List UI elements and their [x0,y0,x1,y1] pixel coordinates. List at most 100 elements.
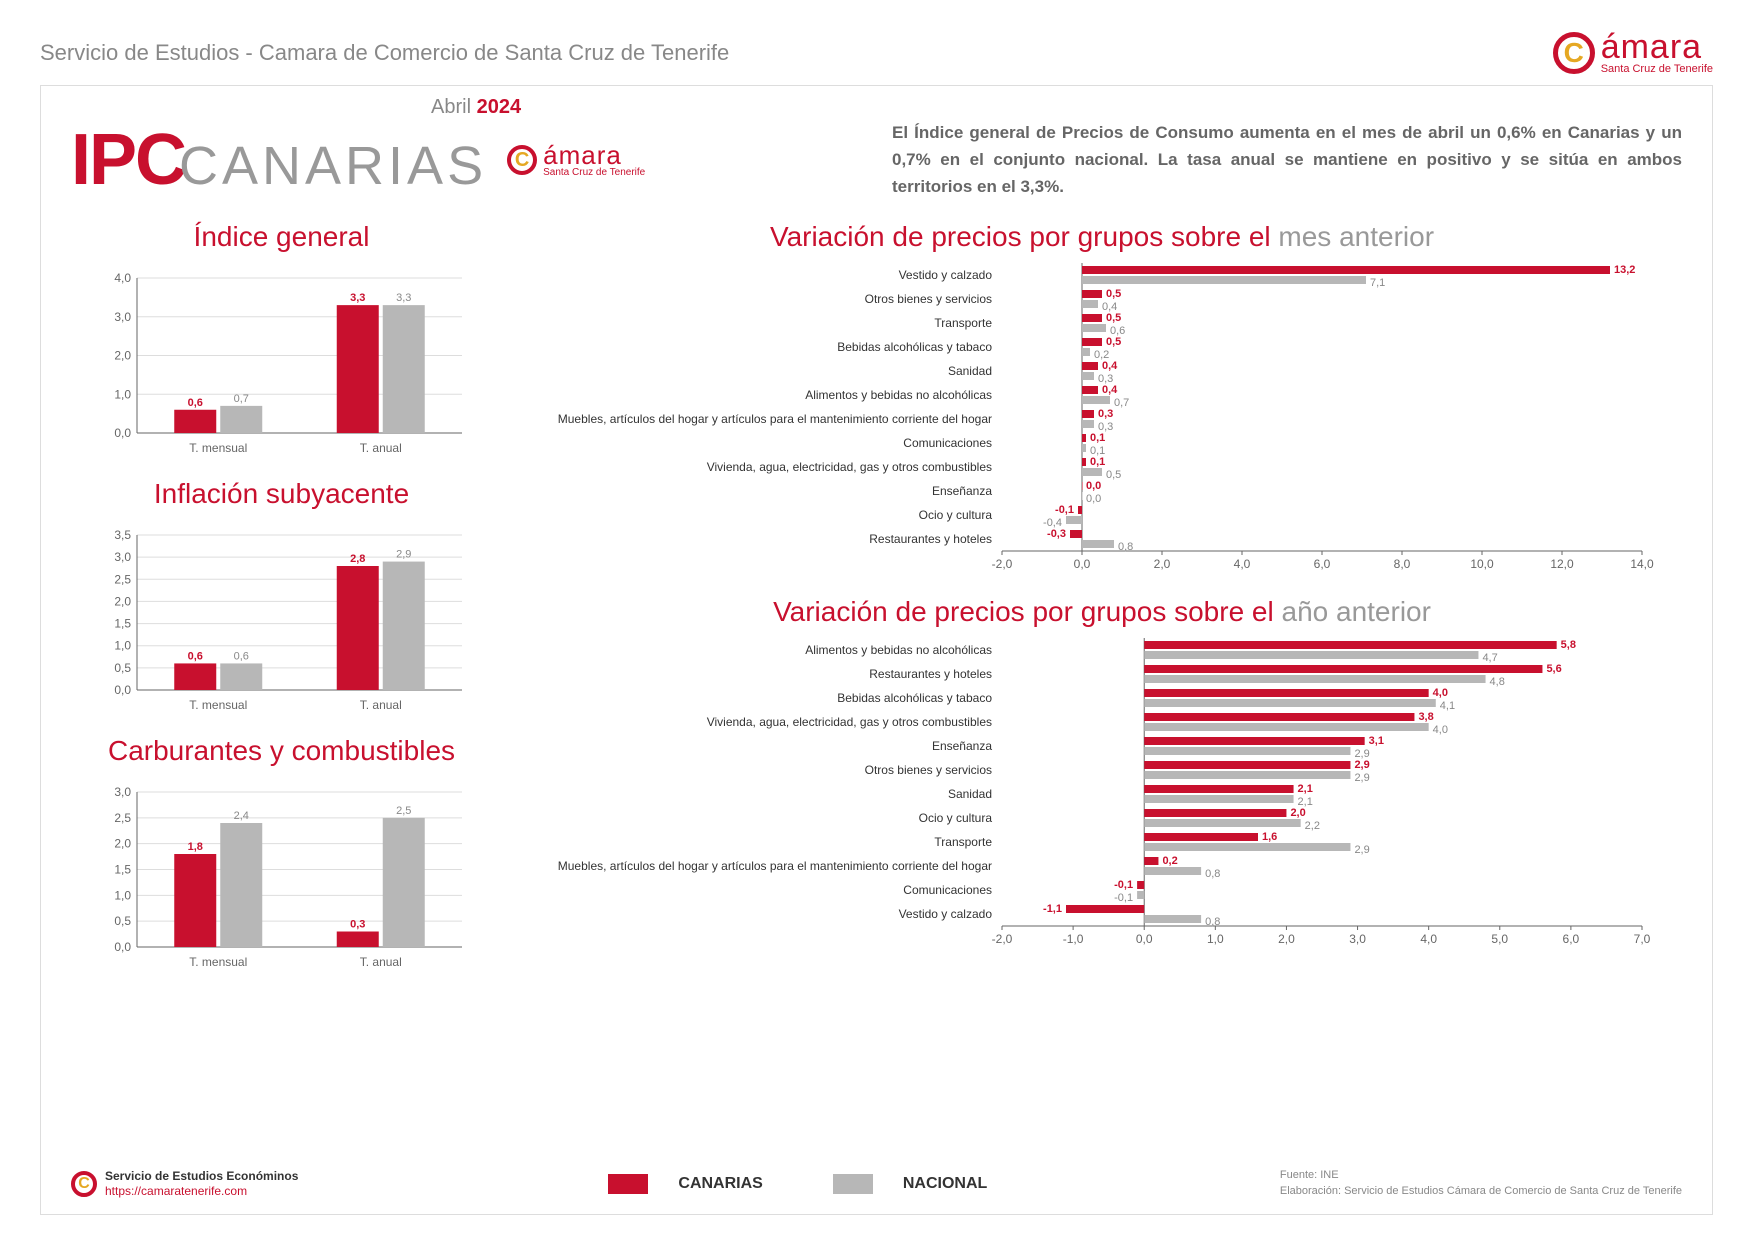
svg-text:3,0: 3,0 [114,310,131,324]
date-month: Abril [431,96,471,118]
logo-mark: C [1553,32,1595,74]
svg-text:Otros bienes y servicios: Otros bienes y servicios [865,763,992,777]
svg-text:1,5: 1,5 [114,863,131,877]
svg-text:Muebles, artículos del hogar y: Muebles, artículos del hogar y artículos… [558,859,992,873]
ipc-ip: IP [71,119,135,201]
svg-text:0,0: 0,0 [1086,480,1101,492]
hbar-nacional [1144,795,1293,803]
date-year: 2024 [477,96,522,118]
svg-text:T. anual: T. anual [359,955,401,969]
hbar-nacional [1082,540,1114,548]
svg-text:1,0: 1,0 [114,387,131,401]
svg-text:0,8: 0,8 [1118,541,1133,553]
bar-canarias [174,663,216,690]
svg-text:-0,1: -0,1 [1114,892,1133,904]
svg-text:2,1: 2,1 [1298,783,1313,795]
hbar-nacional [1144,699,1436,707]
svg-text:2,4: 2,4 [233,810,248,822]
hbar-nacional [1144,747,1350,755]
small-chart-title: Índice general [71,221,492,253]
svg-text:0,5: 0,5 [114,661,131,675]
svg-text:Enseñanza: Enseñanza [932,484,992,498]
svg-text:0,0: 0,0 [114,940,131,954]
hbar-canarias [1144,785,1293,793]
svg-text:Restaurantes y hoteles: Restaurantes y hoteles [869,667,992,681]
svg-text:2,0: 2,0 [1290,807,1305,819]
svg-text:0,6: 0,6 [187,397,202,409]
source-elab: Elaboración: Servicio de Estudios Cámara… [1280,1184,1682,1199]
svg-text:3,1: 3,1 [1369,735,1384,747]
small-chart-title: Inflación subyacente [71,478,492,510]
bar-canarias [174,410,216,433]
hbar-title: Variación de precios por grupos sobre el… [522,221,1682,253]
svg-text:0,5: 0,5 [1106,312,1121,324]
bar-nacional [382,305,424,433]
svg-text:0,8: 0,8 [1205,916,1220,928]
svg-text:T. anual: T. anual [359,441,401,455]
svg-text:7,0: 7,0 [1634,932,1651,946]
camara-logo: C ámara Santa Cruz de Tenerife [1553,30,1713,75]
hbar-canarias [1082,386,1098,394]
svg-text:4,0: 4,0 [1234,557,1251,571]
svg-text:0,8: 0,8 [1205,868,1220,880]
svg-text:2,0: 2,0 [114,594,131,608]
svg-text:0,0: 0,0 [114,683,131,697]
svg-text:-2,0: -2,0 [992,557,1013,571]
hbar-canarias [1082,482,1083,490]
svg-text:-2,0: -2,0 [992,932,1013,946]
svg-text:0,5: 0,5 [1106,288,1121,300]
svg-text:Transporte: Transporte [934,835,992,849]
svg-text:2,8: 2,8 [350,553,365,565]
hbar-canarias [1078,506,1082,514]
hbar-canarias [1144,713,1414,721]
svg-text:7,1: 7,1 [1370,277,1385,289]
hbar-nacional [1144,771,1350,779]
svg-text:8,0: 8,0 [1394,557,1411,571]
svg-text:3,5: 3,5 [114,528,131,542]
header-title: Servicio de Estudios - Camara de Comerci… [40,40,729,66]
svg-text:0,0: 0,0 [1136,932,1153,946]
svg-text:-1,0: -1,0 [1063,932,1084,946]
hbar-canarias [1144,737,1364,745]
svg-text:2,0: 2,0 [114,349,131,363]
svg-text:1,0: 1,0 [114,639,131,653]
date-block: Abril 2024 [431,96,1682,119]
svg-text:Sanidad: Sanidad [948,364,992,378]
hbar-chart: -2,00,02,04,06,08,010,012,014,0Vestido y… [522,258,1682,576]
svg-text:T. mensual: T. mensual [189,955,247,969]
svg-text:0,1: 0,1 [1090,456,1105,468]
svg-text:4,8: 4,8 [1490,676,1505,688]
svg-text:1,6: 1,6 [1262,831,1277,843]
hbar-canarias [1144,641,1556,649]
svg-text:12,0: 12,0 [1550,557,1574,571]
svg-text:Restaurantes y hoteles: Restaurantes y hoteles [869,532,992,546]
bar-nacional [220,406,262,433]
small-chart: 0,01,02,03,04,0T. mensual0,60,7T. anual3… [92,258,472,458]
svg-text:4,1: 4,1 [1440,700,1455,712]
svg-text:Bebidas alcohólicas y tabaco: Bebidas alcohólicas y tabaco [837,691,992,705]
hbar-canarias [1144,665,1542,673]
hbar-canarias [1082,266,1610,274]
small-chart: 0,00,51,01,52,02,53,0T. mensual1,82,4T. … [92,772,472,972]
svg-text:T. mensual: T. mensual [189,698,247,712]
hbar-canarias [1070,530,1082,538]
main-panel: Abril 2024 IP C CANARIAS C ámara Santa C… [40,85,1713,1215]
hbar-nacional [1144,675,1485,683]
svg-text:3,3: 3,3 [396,292,411,304]
svg-text:0,0: 0,0 [1074,557,1091,571]
svg-text:0,4: 0,4 [1102,384,1118,396]
hbar-nacional [1082,420,1094,428]
svg-text:0,5: 0,5 [114,914,131,928]
svg-text:14,0: 14,0 [1630,557,1654,571]
svg-text:Alimentos y bebidas no alcohól: Alimentos y bebidas no alcohólicas [805,643,992,657]
source-fuente: Fuente: INE [1280,1168,1682,1183]
hbar-canarias [1082,410,1094,418]
svg-text:2,5: 2,5 [396,805,411,817]
svg-text:5,0: 5,0 [1491,932,1508,946]
hbar-nacional [1144,867,1201,875]
hbar-canarias [1082,362,1098,370]
small-chart-title: Carburantes y combustibles [71,735,492,767]
svg-text:Transporte: Transporte [934,316,992,330]
svg-text:0,1: 0,1 [1090,432,1105,444]
svg-text:0,3: 0,3 [1098,408,1113,420]
